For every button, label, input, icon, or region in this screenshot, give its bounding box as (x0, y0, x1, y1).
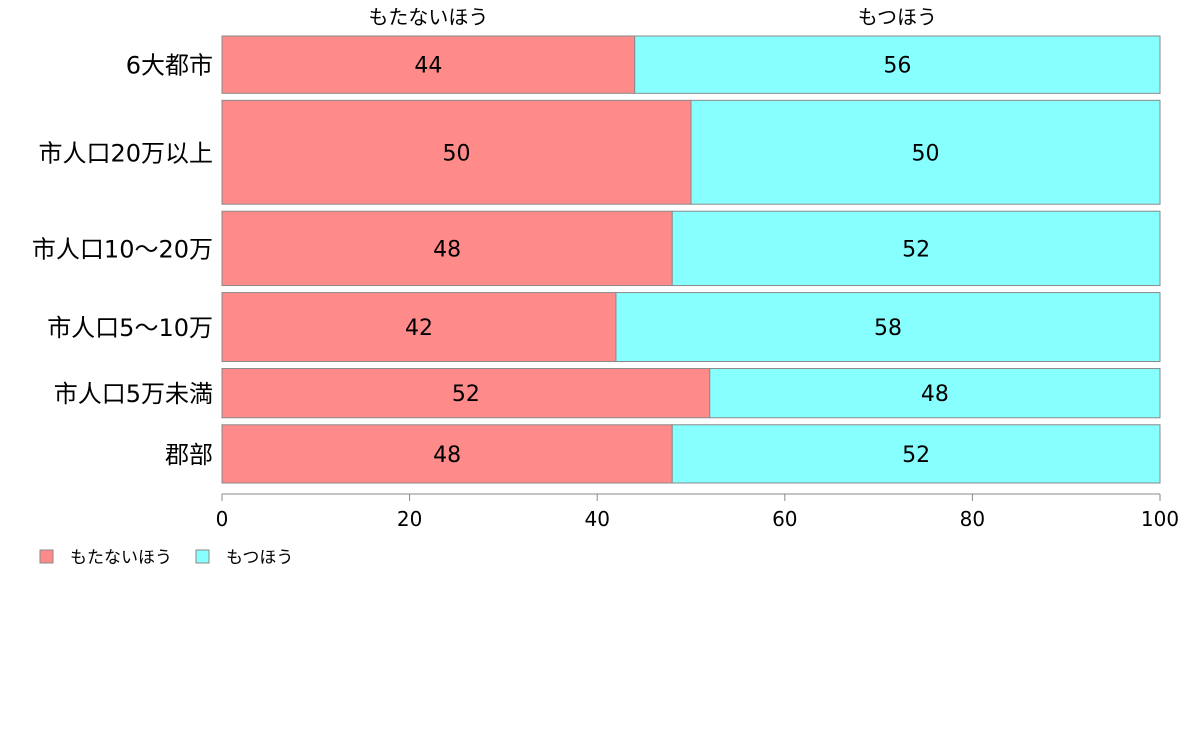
x-axis-tick-label: 0 (216, 507, 229, 531)
category-label: 6大都市 (126, 52, 213, 80)
bar-data-label: 52 (452, 382, 480, 407)
category-label: 市人口5〜10万 (47, 314, 213, 342)
category-label: 郡部 (165, 441, 213, 469)
bar-data-label: 50 (443, 141, 471, 166)
legend-label: もたないほう (70, 548, 172, 568)
legend-label: もつほう (226, 548, 293, 568)
bar-segment (709, 368, 1161, 419)
x-axis-tick-label: 40 (584, 507, 609, 531)
bar-segment (221, 292, 617, 363)
x-axis-tick-label: 20 (397, 507, 422, 531)
bar-segment (615, 292, 1161, 363)
bar-segment (221, 35, 636, 94)
bar-segment (221, 210, 673, 287)
segment-header-label: もたないほう (368, 5, 488, 29)
bar-segment (221, 99, 692, 205)
bar-data-label: 48 (921, 382, 949, 407)
bar-segment (634, 35, 1161, 94)
legend-swatch (39, 549, 54, 564)
category-label: 市人口10〜20万 (32, 235, 213, 263)
category-label: 市人口20万以上 (38, 139, 213, 167)
bar-segment (671, 210, 1161, 287)
bar-data-label: 48 (433, 237, 461, 262)
x-axis-tick-label: 80 (960, 507, 985, 531)
bar-data-label: 44 (414, 54, 442, 79)
bar-data-label: 50 (912, 141, 940, 166)
bar-data-label: 56 (883, 54, 911, 79)
bar-data-label: 42 (405, 316, 433, 341)
bar-data-label: 52 (902, 237, 930, 262)
bar-data-label: 52 (902, 443, 930, 468)
segment-header-label: もつほう (858, 5, 937, 29)
bar-segment (221, 368, 711, 419)
x-axis-tick-label: 60 (772, 507, 797, 531)
legend-swatch (195, 549, 210, 564)
x-axis-tick-label: 100 (1141, 507, 1179, 531)
bar-data-label: 58 (874, 316, 902, 341)
bar-segment (690, 99, 1161, 205)
category-label: 市人口5万未満 (54, 380, 213, 408)
bar-segment (671, 424, 1161, 484)
bar-data-label: 48 (433, 443, 461, 468)
